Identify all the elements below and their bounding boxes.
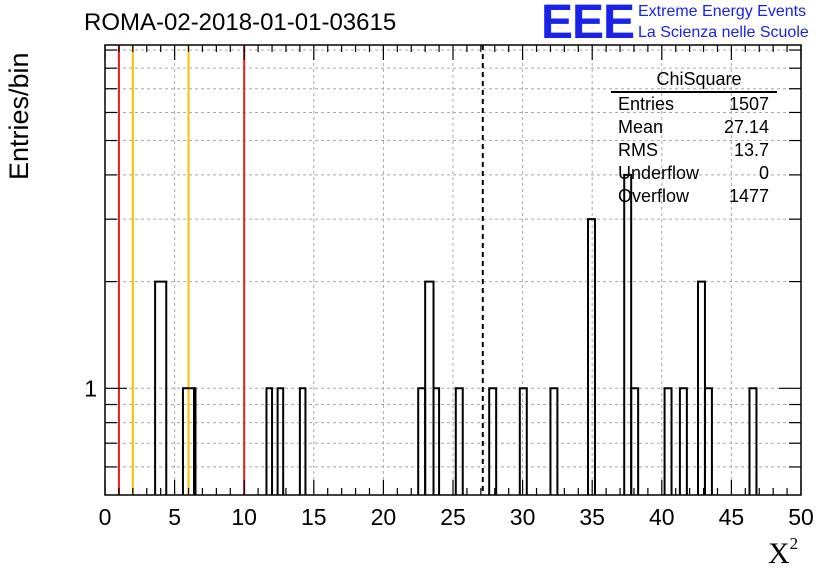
histogram-bin <box>549 387 559 495</box>
x-tick-label: 30 <box>510 504 536 530</box>
stats-row-entries: Entries 1507 <box>611 93 777 116</box>
x-axis-label-superscript: 2 <box>789 534 799 553</box>
eee-logo: EEE <box>541 0 635 49</box>
histogram-bin <box>276 387 285 495</box>
stats-box: ChiSquare Entries 1507 Mean 27.14 RMS 13… <box>611 67 777 208</box>
histogram-bin <box>703 387 713 495</box>
chart-title: ROMA-02-2018-01-01-03615 <box>84 9 397 36</box>
logo-line-2: La Scienza nelle Scuole <box>638 24 809 41</box>
stats-value: 13.7 <box>733 140 769 160</box>
stats-label: Overflow <box>618 186 690 206</box>
stats-row-mean: Mean 27.14 <box>611 116 777 139</box>
histogram-bin <box>748 387 758 495</box>
histogram-bin <box>587 218 596 495</box>
logo-line-1: Extreme Energy Events <box>638 3 807 20</box>
x-axis-label: X2 <box>768 534 798 571</box>
stats-label: Mean <box>618 117 664 137</box>
histogram-bin <box>265 387 274 495</box>
x-tick-label: 10 <box>231 504 257 530</box>
x-tick-label: 5 <box>168 504 181 530</box>
y-tick-label: 1 <box>84 375 97 401</box>
histogram-bin <box>663 387 673 495</box>
histogram-bin <box>623 173 633 495</box>
stats-label: Entries <box>618 94 675 114</box>
x-tick-label: 40 <box>649 504 675 530</box>
stats-value: 1477 <box>728 186 769 206</box>
x-tick-label: 45 <box>719 504 745 530</box>
histogram-bin <box>454 387 464 495</box>
stats-box-title: ChiSquare <box>611 67 777 93</box>
histogram-bin <box>154 280 168 495</box>
x-tick-label: 25 <box>440 504 466 530</box>
x-tick-label: 15 <box>301 504 327 530</box>
stats-row-underflow: Underflow 0 <box>611 162 777 185</box>
stats-label: Underflow <box>618 163 700 183</box>
histogram-bin <box>630 387 640 495</box>
histogram-bin <box>193 387 197 495</box>
stats-row-rms: RMS 13.7 <box>611 139 777 162</box>
histogram-bin <box>298 387 307 495</box>
x-tick-label: 50 <box>788 504 814 530</box>
histogram-bin <box>432 387 441 495</box>
x-axis-label-base: X <box>768 537 790 570</box>
x-tick-label: 0 <box>99 504 112 530</box>
stats-row-overflow: Overflow 1477 <box>611 185 777 208</box>
x-tick-label: 35 <box>579 504 605 530</box>
stats-value: 1507 <box>728 94 769 114</box>
y-axis-label: Entries/bin <box>4 52 34 180</box>
stats-value: 27.14 <box>723 117 769 137</box>
histogram-bin <box>518 387 528 495</box>
histogram-bin <box>488 387 498 495</box>
x-tick-label: 20 <box>371 504 397 530</box>
histogram-bin <box>678 387 688 495</box>
stats-value: 0 <box>758 163 769 183</box>
stats-label: RMS <box>618 140 658 160</box>
